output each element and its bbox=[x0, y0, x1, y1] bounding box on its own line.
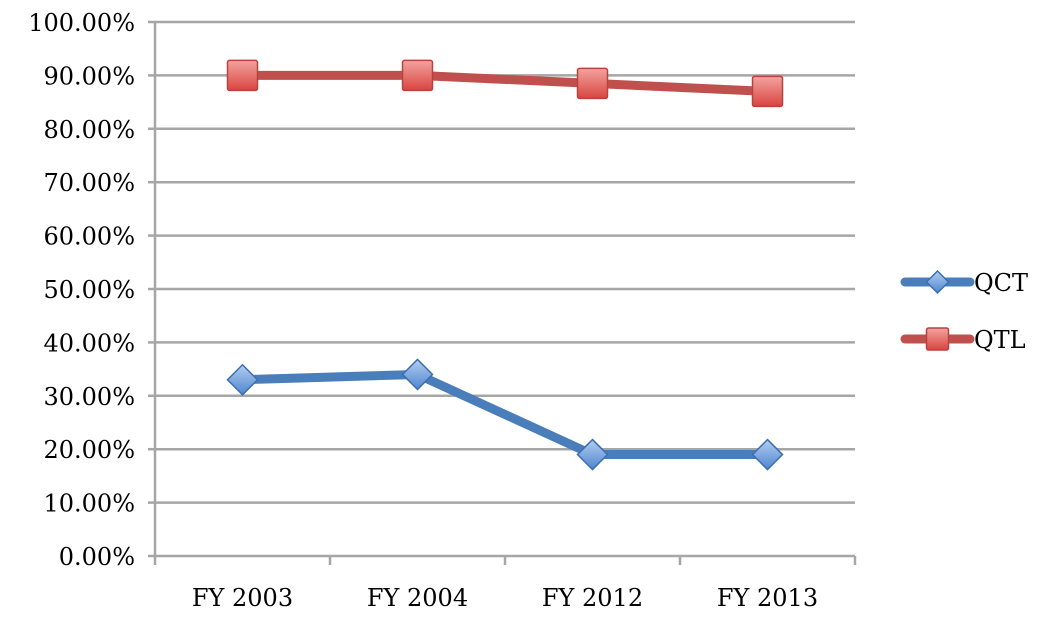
y-tick-label: 0.00% bbox=[59, 543, 135, 571]
legend-label: QCT bbox=[974, 269, 1028, 297]
data-point-qct bbox=[401, 358, 434, 391]
y-tick-label: 40.00% bbox=[43, 329, 135, 357]
data-point-qct bbox=[751, 438, 784, 471]
x-tick-label: FY 2012 bbox=[542, 584, 643, 612]
y-tick-label: 60.00% bbox=[43, 223, 135, 251]
data-point-qtl bbox=[401, 59, 434, 92]
series-line-qct bbox=[238, 369, 772, 460]
y-tick-label: 70.00% bbox=[43, 169, 135, 197]
legend-marker bbox=[925, 327, 950, 351]
y-tick-label: 50.00% bbox=[43, 276, 135, 304]
y-tick-label: 20.00% bbox=[43, 436, 135, 464]
x-tick-label: FY 2004 bbox=[367, 584, 468, 612]
legend-marker bbox=[925, 269, 950, 295]
series-qtl bbox=[226, 59, 784, 108]
data-point-qtl bbox=[576, 67, 609, 100]
data-point-qtl bbox=[226, 59, 259, 92]
y-tick-label: 90.00% bbox=[43, 62, 135, 90]
x-tick-label: FY 2003 bbox=[192, 584, 293, 612]
y-tick-label: 80.00% bbox=[43, 116, 135, 144]
data-point-qct bbox=[576, 438, 609, 471]
y-tick-label: 30.00% bbox=[43, 383, 135, 411]
series-lines bbox=[226, 59, 784, 471]
data-point-qtl bbox=[751, 75, 784, 108]
series-qct bbox=[226, 358, 784, 471]
axes: 0.00% 10.00% 20.00% 30.00% 40.00% 50.00% 60.00… bbox=[28, 9, 857, 612]
legend-item-qct: QCT bbox=[900, 269, 1028, 297]
data-point-qct bbox=[226, 363, 259, 396]
x-tick-label: FY 2013 bbox=[717, 584, 818, 612]
y-tick-label: 10.00% bbox=[43, 490, 135, 518]
legend-item-qtl: QTL bbox=[900, 326, 1026, 354]
legend: QCT QTL bbox=[900, 269, 1028, 354]
series-line-qtl bbox=[238, 70, 772, 96]
legend-label: QTL bbox=[974, 326, 1026, 354]
y-tick-label: 100.00% bbox=[28, 9, 135, 37]
